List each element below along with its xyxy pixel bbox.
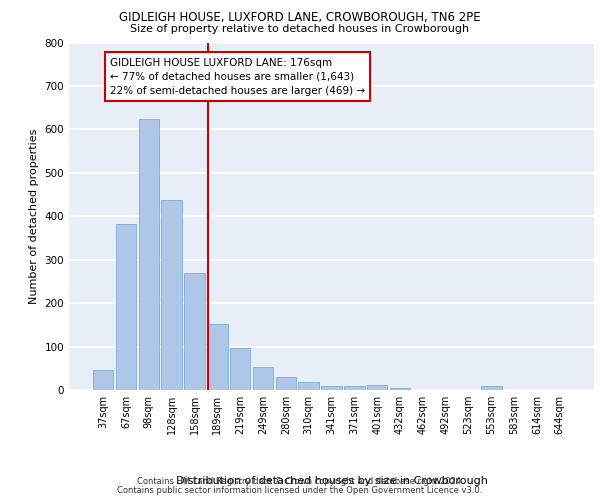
Text: GIDLEIGH HOUSE LUXFORD LANE: 176sqm
← 77% of detached houses are smaller (1,643): GIDLEIGH HOUSE LUXFORD LANE: 176sqm ← 77…	[110, 58, 365, 96]
Bar	[161, 200, 182, 390]
Bar	[481, 386, 502, 390]
Bar	[184, 272, 205, 390]
Bar	[253, 368, 273, 390]
Y-axis label: Number of detached properties: Number of detached properties	[29, 128, 39, 304]
Bar	[367, 385, 388, 390]
Bar	[321, 386, 342, 390]
Bar	[275, 376, 296, 390]
Text: Contains public sector information licensed under the Open Government Licence v3: Contains public sector information licen…	[118, 486, 482, 495]
Bar	[93, 370, 113, 390]
Bar	[139, 120, 159, 390]
Bar	[207, 324, 227, 390]
Text: Size of property relative to detached houses in Crowborough: Size of property relative to detached ho…	[130, 24, 470, 34]
Text: Contains HM Land Registry data © Crown copyright and database right 2024.: Contains HM Land Registry data © Crown c…	[137, 477, 463, 486]
Bar	[390, 388, 410, 390]
Bar	[230, 348, 250, 390]
Bar	[116, 224, 136, 390]
X-axis label: Distribution of detached houses by size in Crowborough: Distribution of detached houses by size …	[176, 476, 487, 486]
Bar	[344, 386, 365, 390]
Bar	[298, 382, 319, 390]
Text: GIDLEIGH HOUSE, LUXFORD LANE, CROWBOROUGH, TN6 2PE: GIDLEIGH HOUSE, LUXFORD LANE, CROWBOROUG…	[119, 12, 481, 24]
